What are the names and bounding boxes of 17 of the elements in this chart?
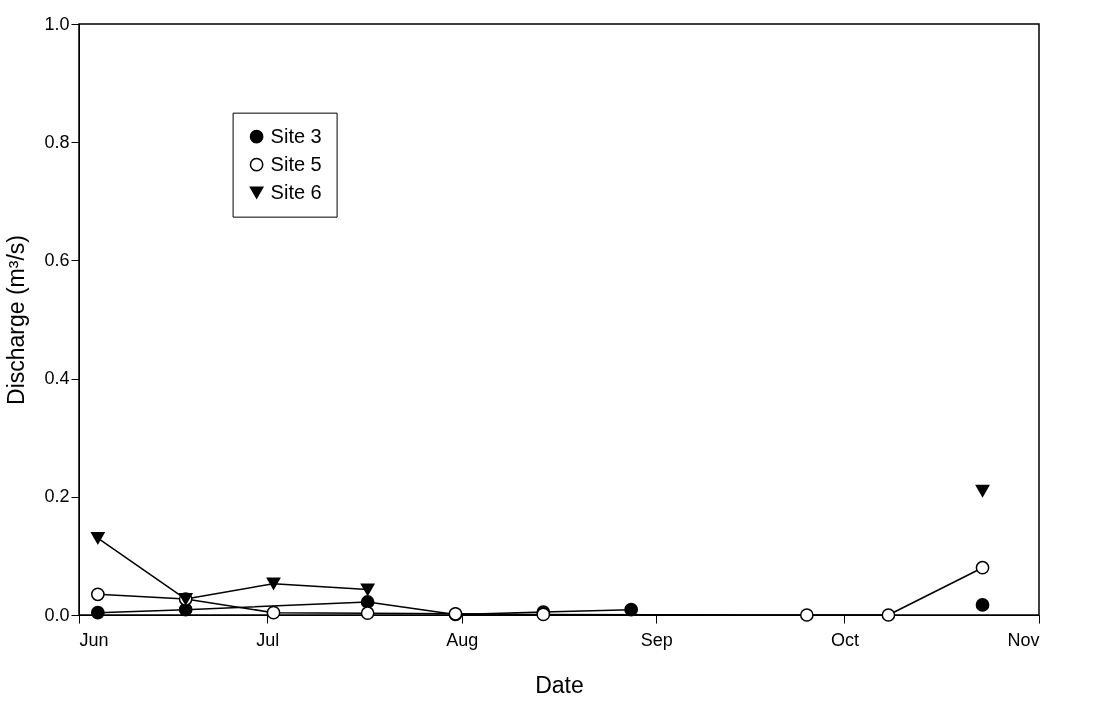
y-tick-label: 0.8 — [44, 131, 70, 152]
x-tick-label: Oct — [830, 629, 859, 650]
x-tick-label: Jun — [79, 629, 109, 650]
y-tick-label: 1.0 — [44, 13, 70, 34]
y-tick-label: 0.0 — [44, 604, 70, 625]
y-tick-label: 0.6 — [44, 249, 70, 270]
y-tick-label: 0.4 — [44, 368, 70, 389]
legend-label: Site 3 — [270, 124, 322, 147]
x-axis-title: Date — [535, 671, 584, 698]
x-tick-label: Sep — [640, 629, 673, 650]
y-axis-title: Discharge (m³/s) — [3, 235, 30, 405]
y-tick-label: 0.2 — [44, 486, 70, 507]
legend-label: Site 6 — [270, 180, 322, 203]
x-tick-label: Nov — [1007, 629, 1040, 650]
x-tick-label: Jul — [256, 629, 280, 650]
legend-label: Site 5 — [270, 152, 322, 175]
x-tick-label: Aug — [446, 629, 479, 650]
